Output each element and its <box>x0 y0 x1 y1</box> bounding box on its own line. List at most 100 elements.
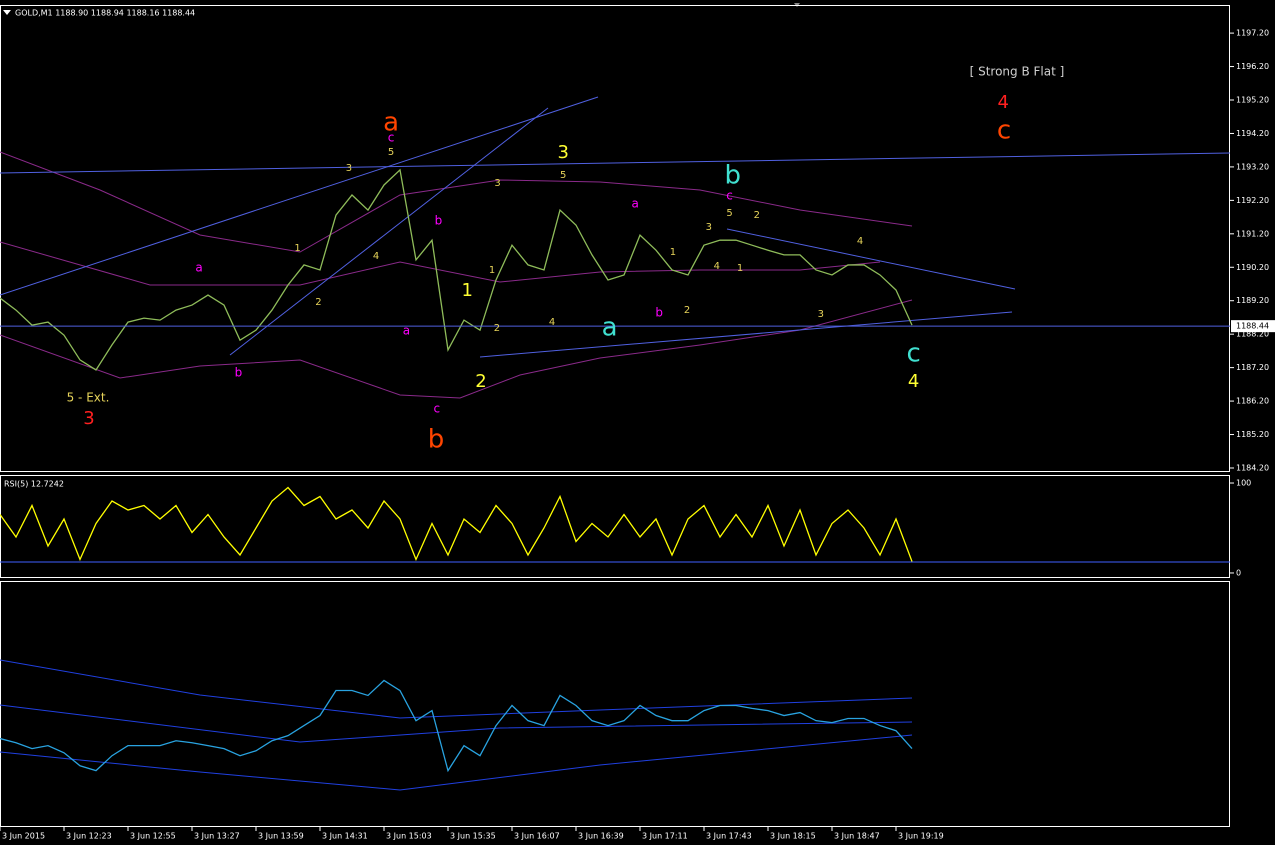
y-tick-label: 1188.20 <box>1236 330 1269 339</box>
wave-label: 1 <box>670 247 676 258</box>
series-line <box>0 486 913 562</box>
series-line <box>0 679 913 773</box>
x-tick-label: 3 Jun 2015 <box>2 832 45 841</box>
wave-label: c <box>433 402 440 416</box>
wave-label: 1 <box>489 265 495 276</box>
y-tick-label: 1191.20 <box>1236 229 1269 238</box>
wave-label: c <box>388 131 395 145</box>
bands <box>0 659 913 791</box>
wave-label: 3 <box>83 408 94 429</box>
wave-label: [ Strong B Flat ] <box>970 65 1065 79</box>
wave-label: c <box>906 338 920 368</box>
wave-label: 1 <box>737 263 743 274</box>
y-tick-label: 100 <box>1236 479 1251 488</box>
trendline <box>726 228 1016 290</box>
wave-label: 3 <box>346 163 352 174</box>
x-tick-label: 3 Jun 14:31 <box>322 832 368 841</box>
wave-label: 3 <box>494 178 500 189</box>
wave-label: 2 <box>494 323 500 334</box>
wave-label: 5 <box>388 147 394 158</box>
wave-label: a <box>632 197 639 211</box>
wave-label: a <box>403 324 410 338</box>
panel-frames <box>0 5 1230 827</box>
x-tick-label: 3 Jun 13:59 <box>258 832 304 841</box>
band-lower <box>0 734 913 791</box>
x-tick-label: 3 Jun 18:15 <box>770 832 816 841</box>
indicator-frame <box>0 581 1230 827</box>
x-tick-label: 3 Jun 19:19 <box>898 832 944 841</box>
x-tick-label: 3 Jun 18:47 <box>834 832 880 841</box>
wave-label: 2 <box>315 297 321 308</box>
wave-label: 5 <box>726 208 732 219</box>
band-upper <box>0 659 913 719</box>
x-tick-label: 3 Jun 12:23 <box>66 832 112 841</box>
wave-label: 4 <box>857 236 863 247</box>
x-tick-label: 3 Jun 17:43 <box>706 832 752 841</box>
last-price-box <box>1231 320 1275 333</box>
envelope-middle <box>0 241 881 286</box>
wave-label: 2 <box>684 305 690 316</box>
wave-label: 1 <box>461 280 472 301</box>
y-tick-label: 1193.20 <box>1236 162 1269 171</box>
wave-label: a <box>602 313 618 343</box>
wave-label: b <box>435 214 443 228</box>
wave-label: a <box>195 260 202 274</box>
trendlines <box>0 96 1231 358</box>
trendline <box>229 107 549 356</box>
wave-label: 3 <box>818 309 824 320</box>
wave-label: 4 <box>908 371 919 392</box>
y-tick-label: 1186.20 <box>1236 397 1269 406</box>
wave-label: 1 <box>294 243 300 254</box>
last-price-label: 1188.44 <box>1236 322 1269 331</box>
wave-label: 4 <box>997 92 1008 113</box>
trendline <box>0 96 599 296</box>
x-tick-label: 3 Jun 12:55 <box>130 832 176 841</box>
wave-label: 4 <box>714 261 720 272</box>
wave-label: c <box>997 116 1011 146</box>
envelope-upper <box>0 151 913 253</box>
y-tick-label: 1195.20 <box>1236 96 1269 105</box>
wave-label: b <box>235 365 243 379</box>
wave-label: 2 <box>754 210 760 221</box>
x-tick-label: 3 Jun 13:27 <box>194 832 240 841</box>
y-tick-label: 1196.20 <box>1236 62 1269 71</box>
envelopes <box>0 151 913 399</box>
y-tick-label: 1184.20 <box>1236 463 1269 472</box>
series-line <box>0 168 913 371</box>
y-tick-label: 1187.20 <box>1236 363 1269 372</box>
envelope-lower <box>0 299 913 399</box>
x-tick-label: 3 Jun 16:39 <box>578 832 624 841</box>
wave-label: c <box>726 189 733 203</box>
y-tick-label: 1192.20 <box>1236 196 1269 205</box>
wave-label: b <box>428 424 445 454</box>
rsi-header: RSI(5) 12.7242 <box>4 480 64 489</box>
y-tick-label: 1185.20 <box>1236 430 1269 439</box>
x-tick-label: 3 Jun 15:35 <box>450 832 496 841</box>
y-tick-label: 0 <box>1236 568 1241 577</box>
wave-label: 3 <box>706 222 712 233</box>
y-tick-label: 1190.20 <box>1236 263 1269 272</box>
price-frame <box>0 5 1230 472</box>
y-tick-label: 1189.20 <box>1236 296 1269 305</box>
wave-label: 5 <box>560 170 566 181</box>
wave-label: 5 - Ext. <box>67 391 110 405</box>
wave-label: a <box>383 108 399 138</box>
price-header: GOLD,M1 1188.90 1188.94 1188.16 1188.44 <box>15 9 195 18</box>
wave-label: 4 <box>549 317 555 328</box>
wave-label: 2 <box>475 371 486 392</box>
wave-label: b <box>725 160 742 190</box>
wave-label: 4 <box>373 251 379 262</box>
x-tick-label: 3 Jun 17:11 <box>642 832 688 841</box>
band-middle <box>0 704 913 743</box>
x-tick-label: 3 Jun 15:03 <box>386 832 432 841</box>
trendline <box>0 152 1231 174</box>
menu-arrow[interactable] <box>3 10 11 15</box>
wave-label: 3 <box>557 142 568 163</box>
y-tick-label: 1197.20 <box>1236 29 1269 38</box>
wave-label: b <box>655 306 663 320</box>
rsi-frame <box>0 475 1230 578</box>
trendline <box>479 311 1013 358</box>
